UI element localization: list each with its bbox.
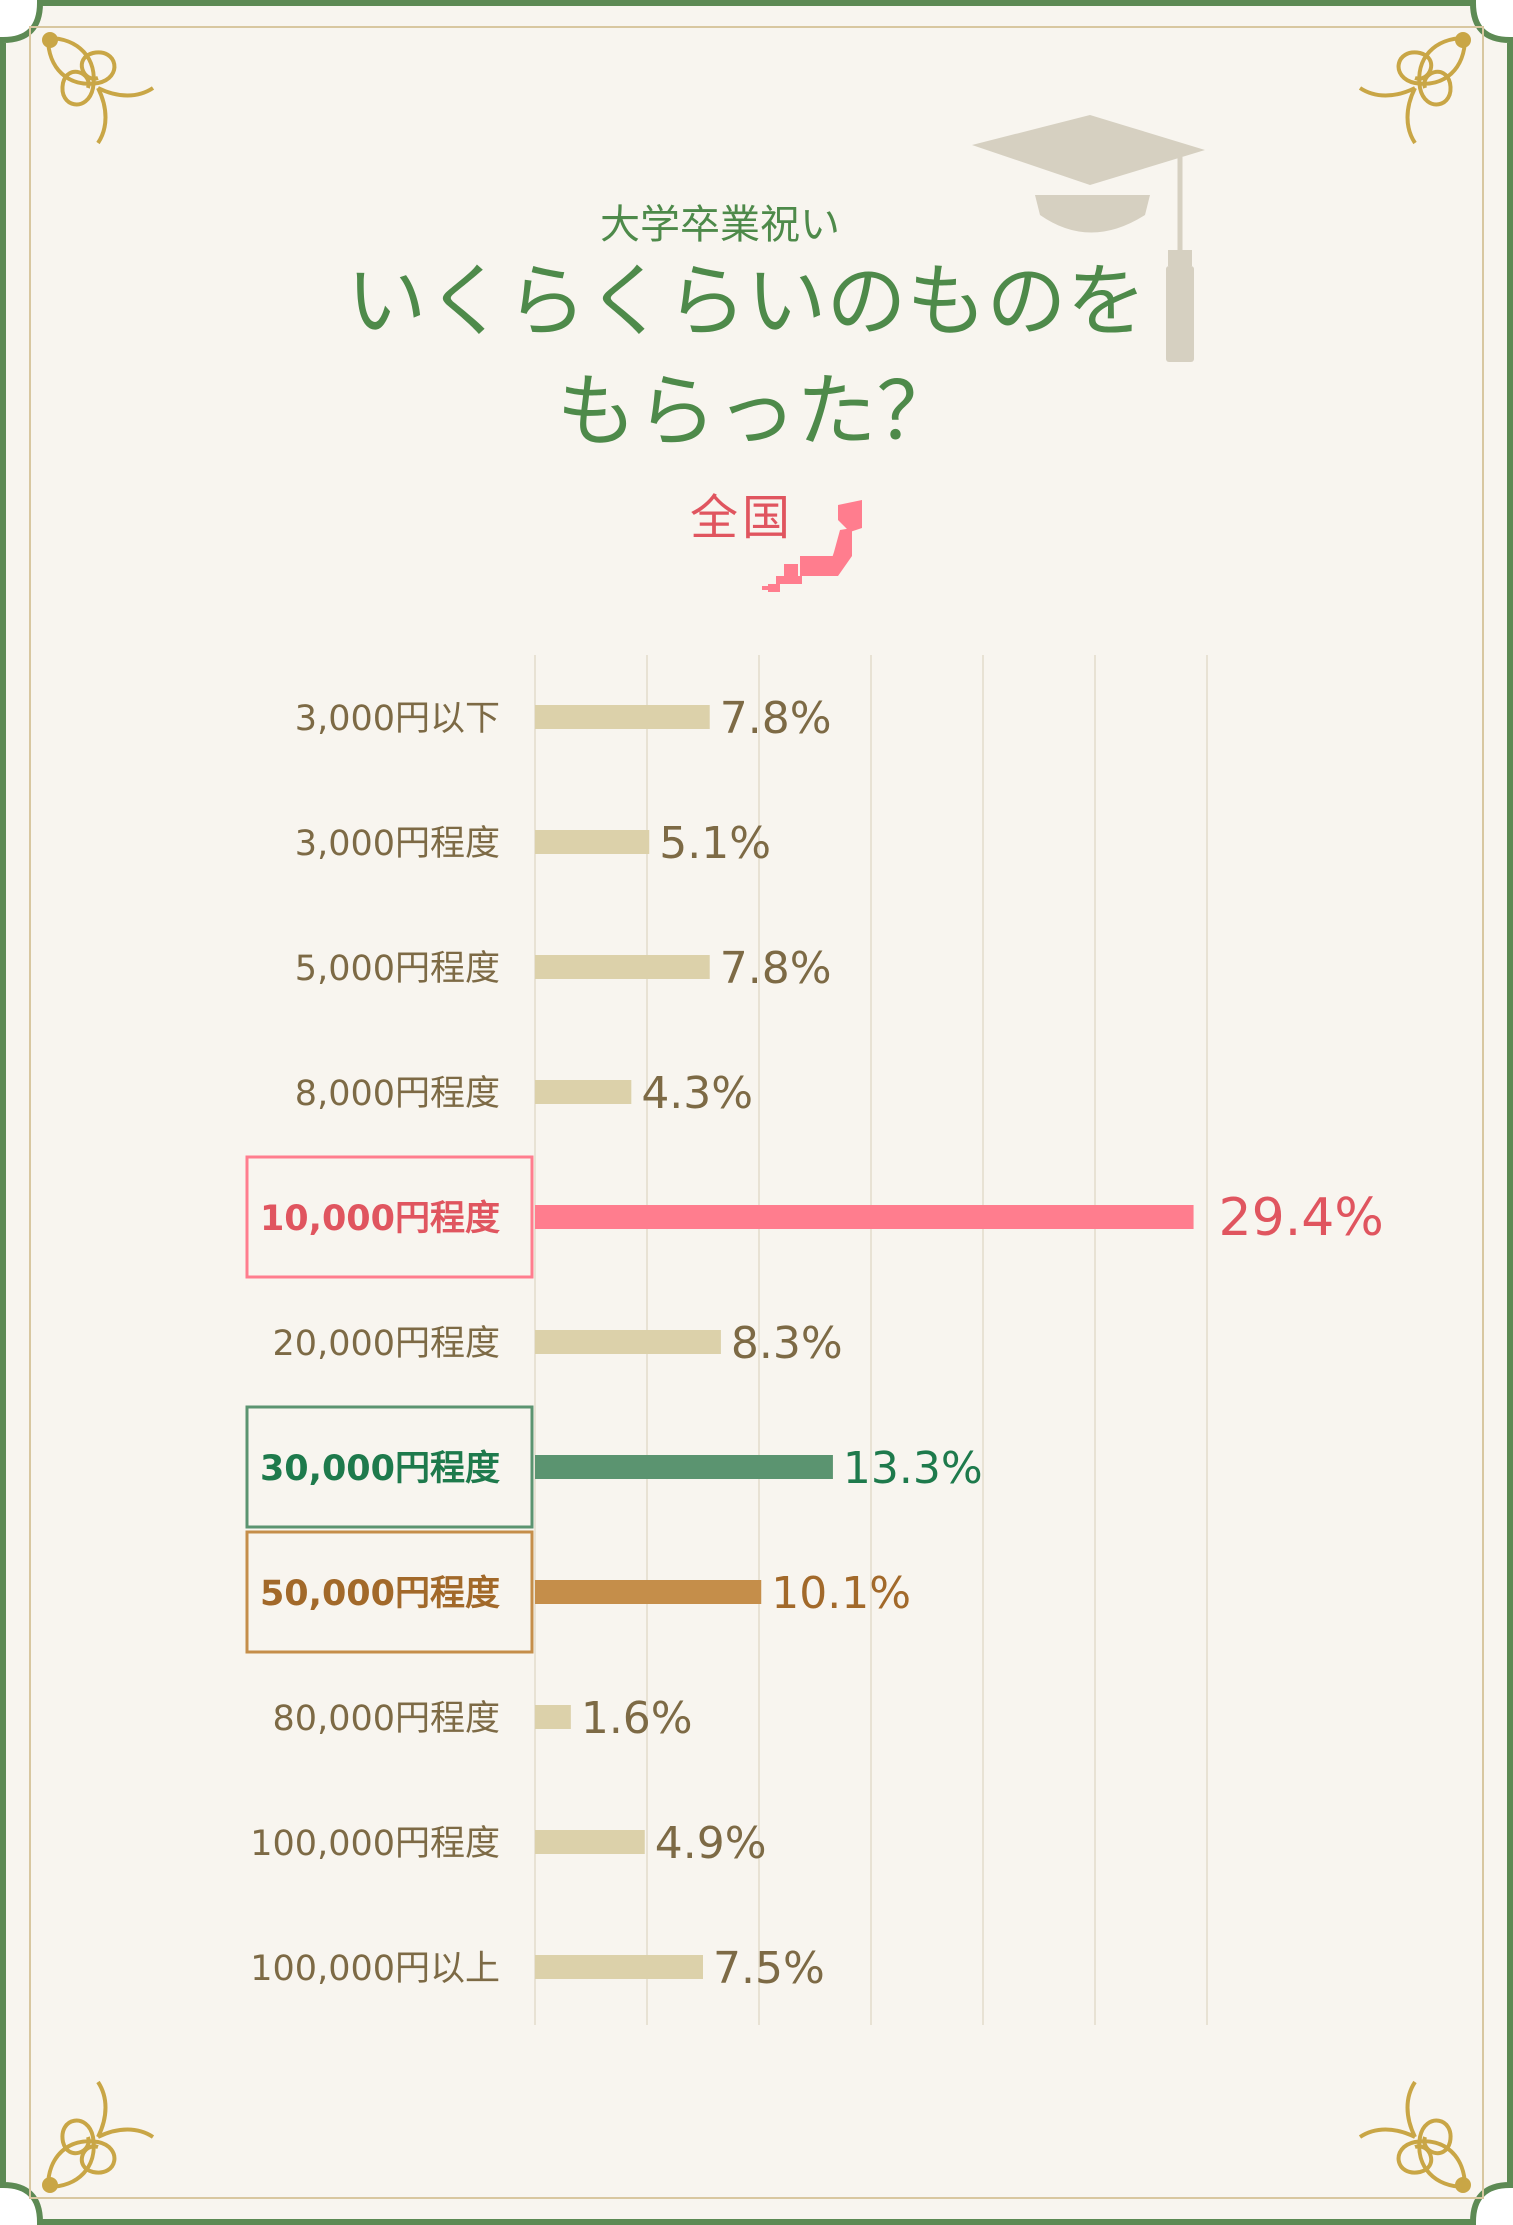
category-label: 30,000円程度	[260, 1449, 500, 1489]
page-title-line-2: もらった？	[556, 365, 957, 458]
bar	[535, 1830, 645, 1854]
bar	[535, 1580, 762, 1604]
value-label: 4.9%	[655, 1818, 767, 1869]
bar	[535, 1455, 833, 1479]
category-label: 10,000円程度	[260, 1199, 500, 1239]
category-label: 8,000円程度	[295, 1074, 500, 1114]
bar	[535, 1080, 632, 1104]
category-label: 50,000円程度	[260, 1574, 500, 1614]
value-label: 4.3%	[641, 1068, 753, 1119]
category-label: 80,000円程度	[273, 1699, 500, 1739]
value-label: 7.8%	[720, 943, 832, 994]
bar	[535, 705, 710, 729]
bar	[535, 830, 650, 854]
category-label: 100,000円以上	[250, 1949, 500, 1989]
bar	[535, 1330, 721, 1354]
region-label: 全国	[690, 490, 795, 546]
page-title-line-1: いくらくらいのものを	[346, 255, 1147, 348]
inner-frame-line	[29, 26, 1484, 2199]
ornament-corner-icon	[42, 32, 155, 145]
highlight-box	[245, 1405, 534, 1529]
category-label: 3,000円以下	[295, 699, 500, 739]
value-label: 5.1%	[659, 818, 771, 869]
category-label: 100,000円程度	[250, 1824, 500, 1864]
value-label: 1.6%	[581, 1693, 693, 1744]
value-label: 8.3%	[731, 1318, 843, 1369]
value-label: 10.1%	[771, 1568, 911, 1619]
value-label: 7.8%	[720, 693, 832, 744]
value-label: 29.4%	[1219, 1188, 1384, 1248]
japan-map-icon	[762, 500, 862, 592]
value-label: 7.5%	[713, 1943, 825, 1994]
bar	[535, 1205, 1194, 1229]
highlight-box	[245, 1530, 534, 1654]
category-label: 20,000円程度	[273, 1324, 500, 1364]
ornament-corner-icon	[1358, 32, 1471, 145]
ornament-corner-icon	[42, 2080, 155, 2193]
bar	[535, 1705, 571, 1729]
graduation-cap-icon	[972, 115, 1205, 362]
bar	[535, 955, 710, 979]
ornament-corner-icon	[1358, 2080, 1471, 2193]
category-label: 5,000円程度	[295, 949, 500, 989]
value-label: 13.3%	[843, 1443, 983, 1494]
highlight-box	[245, 1155, 534, 1279]
category-label: 3,000円程度	[295, 824, 500, 864]
survey-subtitle: 大学卒業祝い	[600, 202, 840, 248]
bar	[535, 1955, 703, 1979]
